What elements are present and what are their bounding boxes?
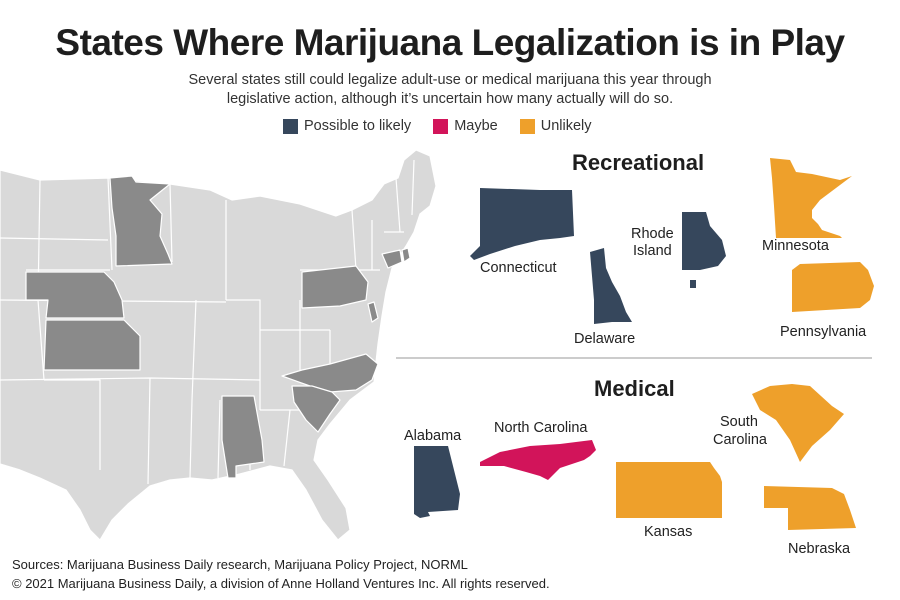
legend-label-possible: Possible to likely <box>304 118 412 134</box>
map-state-alabama <box>221 395 265 479</box>
us-landmass <box>0 149 437 541</box>
label-alabama: Alabama <box>404 428 462 444</box>
state-shape-kansas <box>616 462 722 518</box>
chart-title: States Where Marijuana Legalization is i… <box>55 22 845 63</box>
state-shape-alabama <box>414 446 460 518</box>
map-state-south-carolina <box>291 385 341 433</box>
label-nebraska: Nebraska <box>788 541 851 557</box>
label-north-carolina: North Carolina <box>494 420 588 436</box>
label-delaware: Delaware <box>574 331 635 347</box>
label-rhode-island-line1: Rhode <box>631 226 674 242</box>
state-shape-connecticut <box>470 188 574 260</box>
legend-item-maybe: Maybe <box>433 118 498 134</box>
label-rhode-island-line2: Island <box>633 243 672 259</box>
label-kansas: Kansas <box>644 524 692 540</box>
highlighted-states <box>25 175 411 479</box>
legend-swatch-unlikely <box>519 118 535 134</box>
legend: Possible to likely Maybe Unlikely <box>283 118 613 134</box>
state-shape-nebraska <box>764 486 856 530</box>
subtitle-line-1: Several states still could legalize adul… <box>188 72 712 88</box>
label-pennsylvania: Pennsylvania <box>780 324 867 340</box>
label-south-carolina-line2: Carolina <box>713 432 768 448</box>
map-state-pennsylvania <box>301 265 369 309</box>
heading-medical: Medical <box>594 376 675 401</box>
state-shape-pennsylvania <box>792 262 874 312</box>
us-map <box>0 149 437 541</box>
legend-item-unlikely: Unlikely <box>519 118 592 134</box>
label-south-carolina-line1: South <box>720 414 758 430</box>
label-minnesota: Minnesota <box>762 238 830 254</box>
map-state-minnesota <box>109 175 173 267</box>
state-shape-rhode-island <box>682 212 726 270</box>
map-state-connecticut <box>381 249 403 269</box>
label-connecticut: Connecticut <box>480 260 557 276</box>
map-state-nebraska <box>25 271 125 319</box>
footer-copyright: © 2021 Marijuana Business Daily, a divis… <box>12 576 550 591</box>
map-state-kansas <box>43 319 141 371</box>
heading-recreational: Recreational <box>572 150 704 175</box>
footer-sources: Sources: Marijuana Business Daily resear… <box>12 557 468 572</box>
state-shape-minnesota <box>770 158 852 238</box>
map-state-rhode-island <box>401 247 411 263</box>
legend-label-unlikely: Unlikely <box>540 118 592 134</box>
state-shape-south-carolina <box>752 384 844 462</box>
state-shape-delaware <box>590 248 632 324</box>
legend-swatch-possible <box>283 118 298 134</box>
state-shape-rhode-island-island <box>690 280 696 288</box>
legend-label-maybe: Maybe <box>454 118 498 134</box>
legend-swatch-maybe <box>433 118 449 134</box>
subtitle-line-2: legislative action, although it’s uncert… <box>226 91 674 107</box>
map-state-delaware <box>367 301 379 323</box>
chart-subtitle: Several states still could legalize adul… <box>150 71 750 109</box>
state-shape-north-carolina <box>480 440 596 480</box>
legend-item-possible: Possible to likely <box>283 118 411 134</box>
